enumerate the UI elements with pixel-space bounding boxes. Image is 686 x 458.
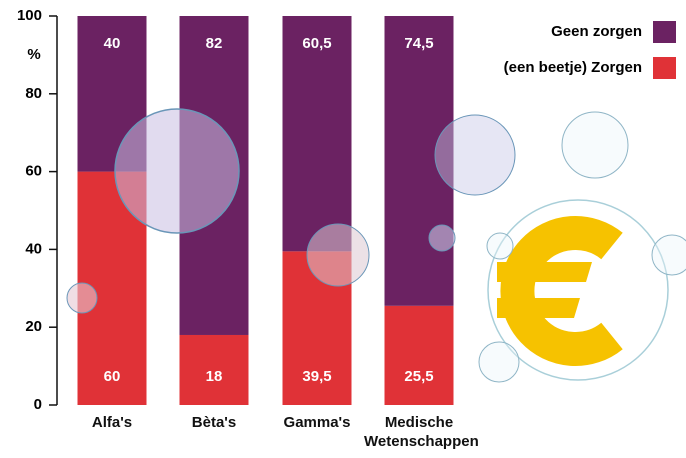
value-label: 74,5 [404, 35, 433, 52]
x-tick-label: Medische Wetenschappen [364, 414, 479, 450]
bubble [651, 234, 686, 276]
y-tick-label: 60 [25, 163, 42, 180]
bubble [66, 282, 98, 314]
euro-bar [497, 262, 592, 282]
y-axis-label: % [27, 46, 40, 63]
y-tick-label: 0 [34, 396, 42, 413]
decoration [66, 108, 686, 383]
bar-segment [384, 305, 454, 405]
euro-bar [497, 298, 580, 318]
bubble [114, 108, 240, 234]
bubble [306, 223, 370, 287]
bar-segment [384, 16, 454, 306]
value-label: 82 [206, 35, 223, 52]
euro-sign [500, 216, 623, 366]
bubble [487, 199, 669, 381]
bubble [428, 224, 456, 252]
bar-segment [179, 334, 249, 405]
bubble [478, 341, 520, 383]
value-label: 40 [104, 35, 121, 52]
y-tick-label: 100 [17, 7, 42, 24]
value-label: 60 [104, 368, 121, 385]
legend-label: (een beetje) Zorgen [504, 59, 642, 76]
y-tick-label: 20 [25, 318, 42, 335]
value-label: 39,5 [302, 368, 331, 385]
legend-swatch [653, 57, 676, 79]
y-tick-label: 80 [25, 85, 42, 102]
bubble [486, 232, 514, 260]
legend-label: Geen zorgen [551, 23, 642, 40]
x-tick-label: Gamma's [283, 414, 351, 431]
bar-segment [282, 16, 352, 252]
value-label: 60,5 [302, 35, 331, 52]
y-tick-label: 40 [25, 240, 42, 257]
x-tick-label: Bèta's [191, 414, 237, 431]
x-tick-label: Alfa's [91, 414, 133, 431]
bubble [434, 114, 516, 196]
value-label: 25,5 [404, 368, 433, 385]
value-label: 18 [206, 368, 223, 385]
legend-swatch [653, 21, 676, 43]
bubble [561, 111, 629, 179]
